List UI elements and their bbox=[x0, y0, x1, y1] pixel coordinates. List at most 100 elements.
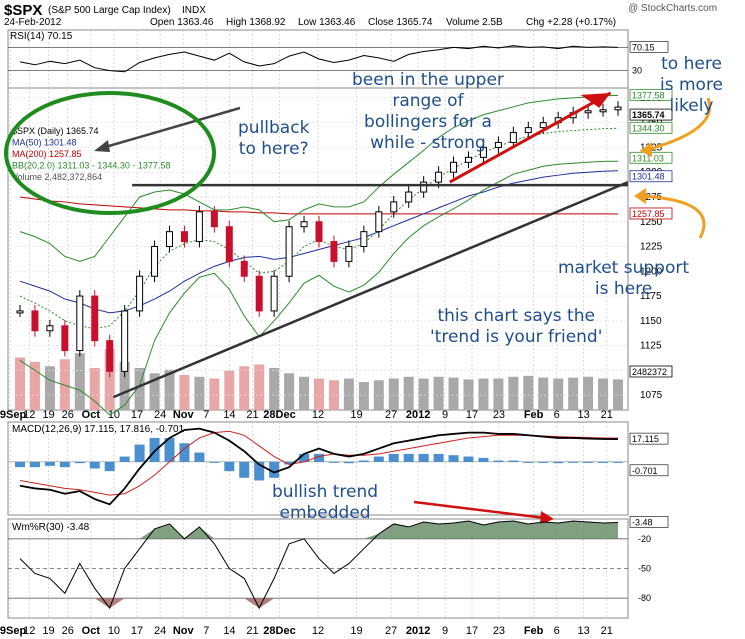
volume-bar bbox=[134, 368, 145, 410]
x-tick-label-bottom: 9 bbox=[442, 625, 448, 637]
x-tick-label-bottom: 17 bbox=[466, 625, 478, 637]
orange-arrow-bottom bbox=[639, 194, 706, 239]
volume-bar bbox=[568, 377, 579, 410]
x-tick-label: 7 bbox=[203, 409, 209, 421]
macd-histogram-bar bbox=[448, 455, 459, 462]
close-value: Close 1365.74 bbox=[368, 17, 433, 28]
annotation-market-support: market support is here bbox=[558, 258, 690, 299]
candle-body bbox=[61, 325, 69, 352]
candle-body bbox=[614, 106, 622, 111]
macd-histogram-bar bbox=[463, 456, 474, 462]
candle-body bbox=[16, 310, 24, 314]
wr-title: Wm%R(30) -3.48 bbox=[12, 522, 90, 533]
volume-bar bbox=[15, 357, 25, 410]
x-tick-label-bottom: 28Dec bbox=[263, 625, 295, 637]
volume-bar bbox=[523, 375, 534, 410]
volume-bar bbox=[59, 359, 70, 410]
x-tick-label-bottom: 10 bbox=[108, 625, 120, 637]
x-tick-label-bottom: 19 bbox=[350, 625, 362, 637]
candle-body bbox=[136, 275, 144, 312]
annotation-to-here: to here is more likely bbox=[660, 54, 724, 116]
volume-bar bbox=[388, 378, 399, 410]
volume-bar bbox=[343, 378, 354, 410]
x-tick-label: 27 bbox=[385, 409, 397, 421]
macd-histogram-bar bbox=[89, 461, 100, 469]
x-tick-label: 23 bbox=[493, 409, 505, 421]
x-tick-label: 19 bbox=[42, 409, 54, 421]
x-tick-label-bottom: 26 bbox=[62, 625, 74, 637]
volume-bar bbox=[149, 373, 160, 410]
x-tick-label: Oct bbox=[82, 409, 101, 421]
x-tick-label-bottom: 12 bbox=[312, 625, 324, 637]
volume-bar bbox=[194, 376, 205, 410]
volume-bar bbox=[418, 378, 429, 410]
price-y-tick: 1200 bbox=[640, 266, 663, 277]
macd-histogram-bar bbox=[104, 461, 115, 472]
macd-hist-value-label: -0.701 bbox=[632, 466, 658, 476]
x-tick-label: 29Sep bbox=[0, 409, 26, 421]
price-value-box bbox=[629, 207, 673, 220]
macd-histogram-bar bbox=[254, 461, 265, 481]
open-value: Open 1363.46 bbox=[150, 17, 214, 28]
wr-y-tick: -20 bbox=[638, 534, 651, 544]
macd-histogram-bar bbox=[508, 460, 519, 462]
x-tick-label: 17 bbox=[466, 409, 478, 421]
x-tick-label-bottom: 21 bbox=[246, 625, 258, 637]
volume-bar bbox=[239, 366, 250, 410]
red-arrow-head bbox=[580, 92, 611, 108]
volume-bar bbox=[553, 378, 564, 410]
candle-body bbox=[46, 325, 54, 332]
x-tick-label-bottom: 6 bbox=[554, 625, 560, 637]
price-y-tick: 1225 bbox=[640, 242, 663, 253]
volume-bar bbox=[508, 376, 519, 410]
macd-red-arrow-shaft bbox=[413, 500, 546, 520]
x-tick-label: 21 bbox=[246, 409, 258, 421]
x-tick-label-bottom: 13 bbox=[578, 625, 590, 637]
x-tick-label: Nov bbox=[173, 409, 195, 421]
ma200-line bbox=[19, 196, 619, 215]
high-value: High 1368.92 bbox=[226, 17, 286, 28]
macd-histogram-bar bbox=[388, 453, 399, 462]
candle-body bbox=[285, 226, 293, 277]
x-tick-label: 28Dec bbox=[263, 409, 295, 421]
macd-histogram-bar bbox=[583, 461, 594, 463]
x-tick-label: Feb bbox=[524, 409, 544, 421]
change-value: Chg +2.28 (+0.17%) bbox=[526, 17, 617, 28]
candle-body bbox=[300, 221, 308, 228]
candle-body bbox=[210, 211, 218, 228]
wr-y-tick: -50 bbox=[638, 564, 651, 574]
green-ellipse bbox=[4, 91, 216, 215]
volume-bar bbox=[433, 376, 444, 410]
macd-histogram-bar bbox=[74, 461, 85, 464]
rsi-y-tick: 30 bbox=[632, 66, 642, 76]
candle-body bbox=[195, 211, 203, 243]
annotation-trend-friend: this chart says the'trend is your friend… bbox=[430, 306, 603, 347]
legend-item: MA(200) 1257.85 bbox=[12, 149, 82, 159]
orange-arrow-top bbox=[645, 97, 712, 152]
volume-bar bbox=[373, 380, 384, 410]
wr-value-label: -3.48 bbox=[632, 517, 653, 527]
volume-bar bbox=[463, 379, 474, 410]
price-value-label: 1311.03 bbox=[632, 153, 664, 163]
candle-body bbox=[435, 171, 443, 183]
macd-histogram-bar bbox=[523, 461, 534, 463]
macd-histogram-bar bbox=[209, 461, 220, 463]
candle-body bbox=[584, 110, 592, 114]
macd-histogram-bar bbox=[568, 461, 579, 463]
wr-y-tick: -80 bbox=[638, 593, 651, 603]
annotation-bullish: bullish trend embedded bbox=[272, 482, 379, 523]
x-tick-label: 14 bbox=[223, 409, 235, 421]
candle-body bbox=[390, 201, 398, 213]
macd-histogram-bar bbox=[493, 460, 504, 462]
volume-bar bbox=[598, 378, 609, 410]
macd-histogram-bar bbox=[269, 461, 280, 478]
macd-line bbox=[19, 427, 619, 506]
x-tick-label-bottom: 2012 bbox=[406, 625, 430, 637]
volume-bar bbox=[613, 379, 623, 410]
candle-body bbox=[225, 226, 233, 262]
volume-bar bbox=[538, 377, 549, 410]
x-tick-label: 12 bbox=[312, 409, 324, 421]
candle-body bbox=[255, 275, 263, 312]
macd-hist-value-box bbox=[629, 464, 669, 477]
